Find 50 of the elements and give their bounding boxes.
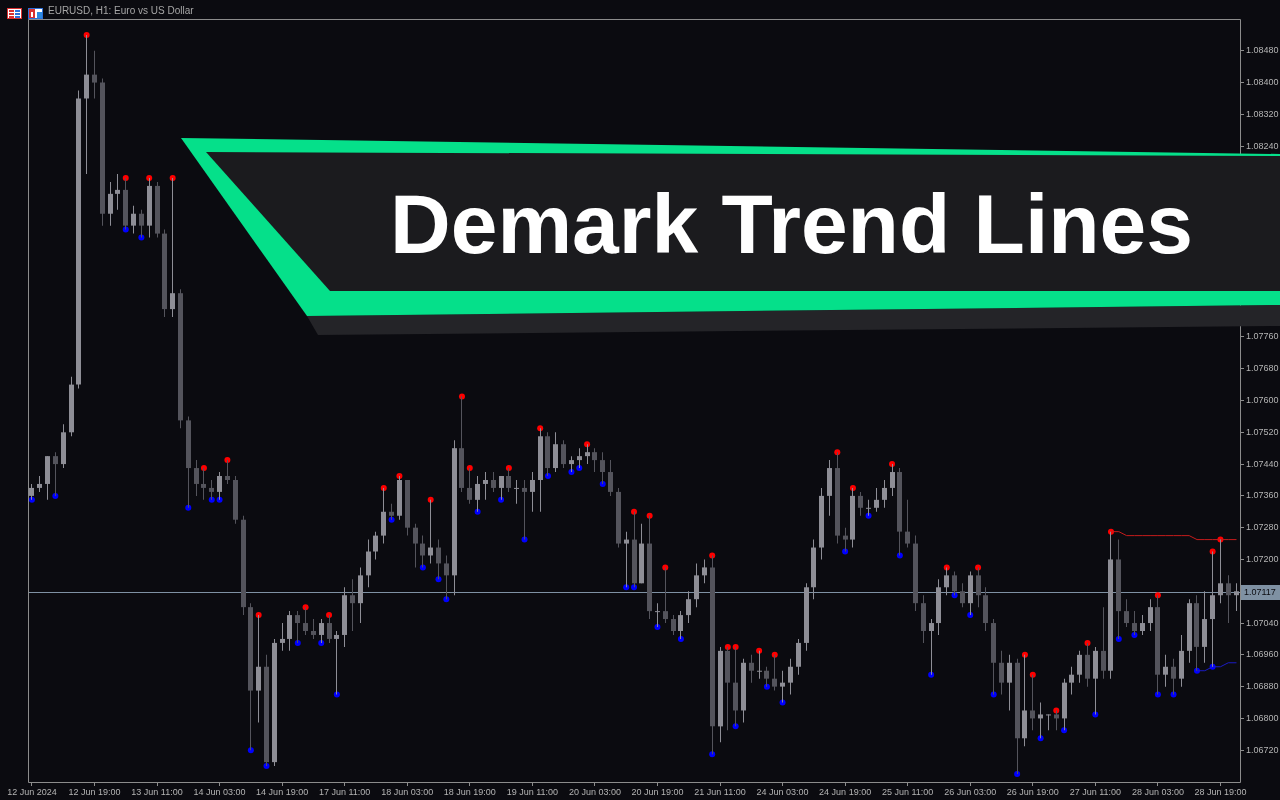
- ref-line-label: 1.07117: [1244, 586, 1276, 597]
- x-tick-label: 26 Jun 03:00: [944, 786, 997, 797]
- y-tick-label: 1.08480: [1246, 45, 1279, 56]
- x-tick-label: 21 Jun 11:00: [694, 786, 746, 797]
- x-tick-label: 25 Jun 11:00: [881, 786, 934, 797]
- x-tick-label: 20 Jun 19:00: [631, 786, 684, 797]
- chart-subtitle: EURUSD, H1: Euro vs US Dollar: [48, 4, 194, 18]
- x-tick-label: 20 Jun 03:00: [568, 786, 621, 797]
- x-tick-label: 12 Jun 19:00: [68, 786, 121, 797]
- point: [122, 226, 129, 233]
- point: [255, 612, 262, 619]
- point: [122, 174, 129, 181]
- x-tick-label: 24 Jun 03:00: [756, 786, 809, 797]
- x-tick-label: 18 Jun 03:00: [381, 786, 434, 797]
- y-tick-label: 1.07600: [1246, 394, 1279, 405]
- x-tick-label: 19 Jun 11:00: [506, 786, 559, 797]
- x-tick-label: 28 Jun 03:00: [1131, 786, 1184, 797]
- candlestick: [522, 479, 527, 540]
- x-tick-label: 24 Jun 19:00: [819, 786, 872, 797]
- x-tick-label: 28 Jun 19:00: [1194, 786, 1247, 797]
- y-tick-label: 1.07760: [1246, 331, 1279, 342]
- x-tick-label: 14 Jun 03:00: [193, 786, 246, 797]
- y-tick-label: 1.06800: [1246, 712, 1279, 723]
- x-tick-label: 27 Jun 11:00: [1069, 786, 1122, 797]
- y-tick-label: 1.07200: [1246, 553, 1279, 564]
- y-tick-label: 1.06880: [1246, 681, 1279, 692]
- x-tick-label: 26 Jun 19:00: [1006, 786, 1059, 797]
- x-tick-label: 17 Jun 11:00: [318, 786, 371, 797]
- y-tick-label: 1.06720: [1246, 744, 1279, 755]
- text: Demark Trend Lines: [390, 177, 1193, 271]
- candlestick: [334, 630, 339, 695]
- candlestick: [757, 650, 762, 679]
- candlestick: [1046, 714, 1051, 731]
- y-tick-label: 1.07520: [1246, 426, 1279, 437]
- y-tick-label: 1.07680: [1246, 363, 1279, 374]
- y-tick-label: 1.07440: [1246, 458, 1279, 469]
- y-tick-label: 1.06960: [1246, 649, 1279, 660]
- y-tick-label: 1.07280: [1246, 522, 1279, 533]
- candlestick: [514, 479, 519, 504]
- candlestick: [866, 499, 871, 516]
- x-tick-label: 18 Jun 19:00: [443, 786, 496, 797]
- x-tick-label: 14 Jun 19:00: [256, 786, 309, 797]
- x-tick-label: 13 Jun 11:00: [131, 786, 183, 797]
- y-tick-label: 1.08320: [1246, 108, 1279, 119]
- candlestick: [624, 531, 629, 588]
- y-tick-label: 1.08240: [1246, 140, 1279, 151]
- y-tick-label: 1.07360: [1246, 490, 1279, 501]
- y-tick-label: 1.08400: [1246, 77, 1279, 88]
- x-tick-label: 12 Jun 2024: [7, 786, 57, 797]
- y-tick-label: 1.07040: [1246, 617, 1279, 628]
